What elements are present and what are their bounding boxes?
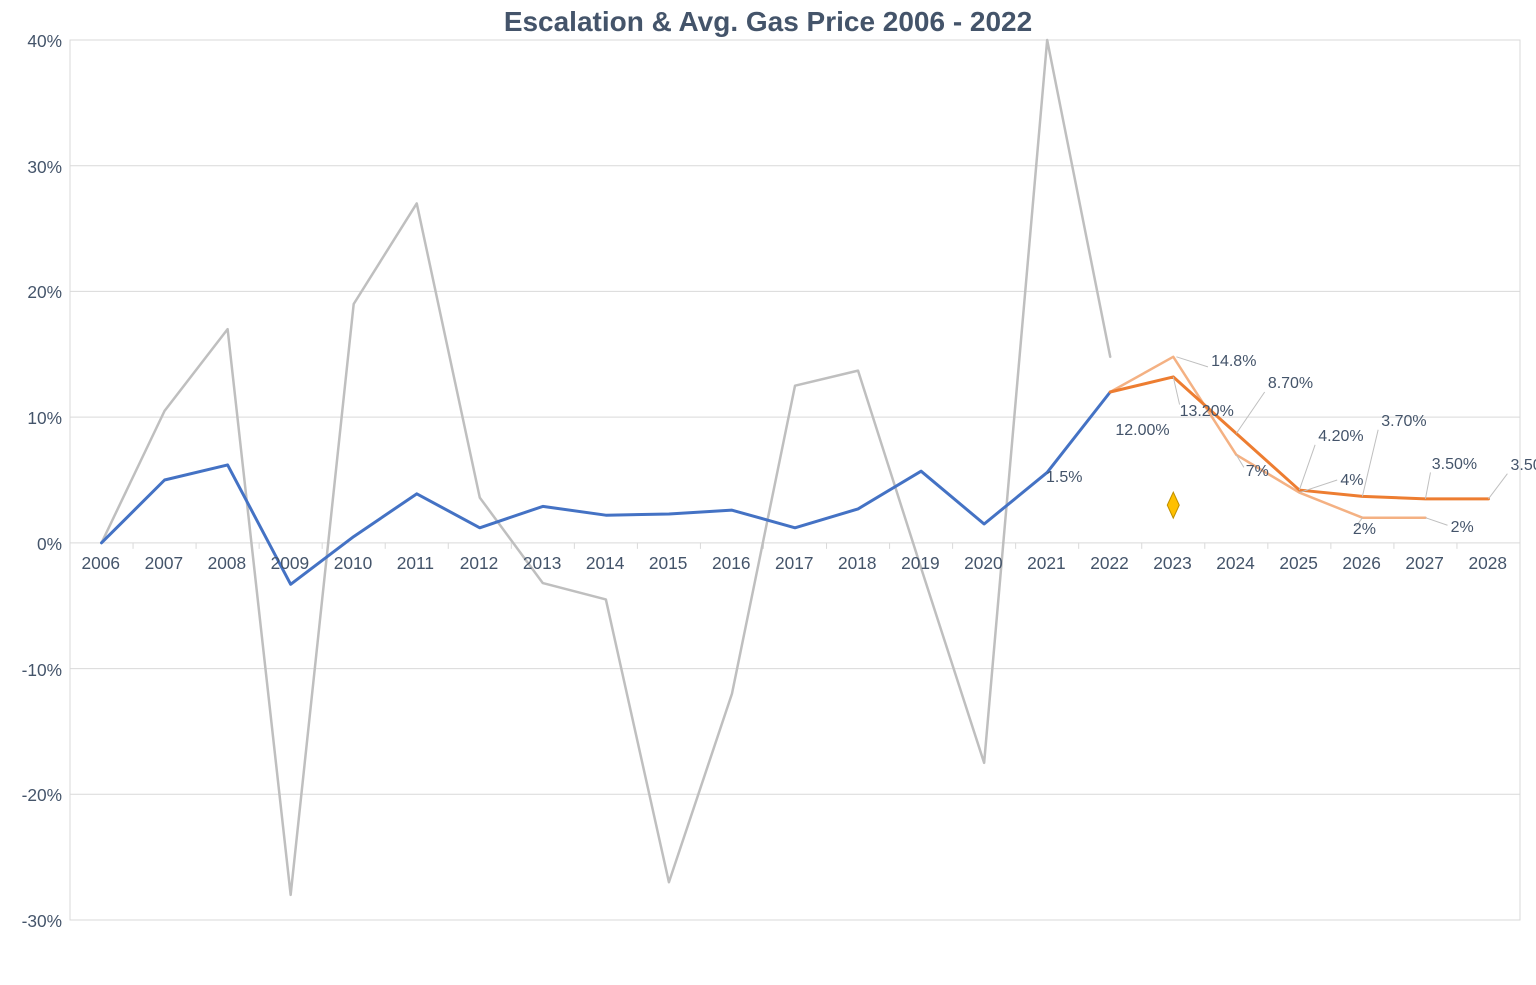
- data-label: 13.20%: [1180, 403, 1234, 421]
- data-label: 3.70%: [1381, 413, 1426, 431]
- leader-line: [1488, 474, 1507, 499]
- x-axis-label: 2013: [523, 553, 562, 574]
- data-label: 7%: [1246, 463, 1269, 481]
- data-label: 2%: [1353, 521, 1376, 539]
- x-axis-label: 2009: [271, 553, 310, 574]
- leader-line: [1425, 518, 1447, 526]
- x-axis-label: 2010: [334, 553, 373, 574]
- x-axis-label: 2016: [712, 553, 751, 574]
- y-axis-label: 40%: [27, 31, 62, 52]
- chart-title: Escalation & Avg. Gas Price 2006 - 2022: [0, 6, 1536, 38]
- y-axis-label: -30%: [22, 911, 62, 932]
- y-axis-label: 10%: [27, 408, 62, 429]
- x-axis-label: 2012: [460, 553, 499, 574]
- x-axis-label: 2022: [1090, 553, 1129, 574]
- x-axis-label: 2014: [586, 553, 625, 574]
- x-axis-label: 2026: [1342, 553, 1381, 574]
- x-axis-label: 2007: [145, 553, 184, 574]
- x-axis-label: 2021: [1027, 553, 1066, 574]
- data-label: 3.50%: [1511, 457, 1536, 475]
- data-label: 1.5%: [1046, 469, 1082, 487]
- y-axis-label: 0%: [37, 534, 62, 555]
- marker-diamond-icon: [1167, 492, 1179, 518]
- x-axis-label: 2023: [1153, 553, 1192, 574]
- data-label: 8.70%: [1268, 375, 1313, 393]
- x-axis-label: 2024: [1216, 553, 1255, 574]
- leader-line: [1362, 430, 1378, 497]
- leader-line: [1299, 445, 1315, 490]
- leader-line: [1425, 472, 1430, 498]
- x-axis-label: 2008: [208, 553, 247, 574]
- x-axis-label: 2019: [901, 553, 940, 574]
- x-axis-label: 2015: [649, 553, 688, 574]
- data-label: 12.00%: [1115, 422, 1169, 440]
- y-axis-label: -20%: [22, 785, 62, 806]
- data-label: 2%: [1451, 519, 1474, 537]
- x-axis-label: 2006: [82, 553, 121, 574]
- x-axis-label: 2018: [838, 553, 877, 574]
- y-axis-label: 30%: [27, 157, 62, 178]
- x-axis-label: 2011: [397, 553, 434, 574]
- y-axis-label: 20%: [27, 282, 62, 303]
- y-axis-label: -10%: [22, 660, 62, 681]
- x-axis-label: 2025: [1279, 553, 1318, 574]
- leader-line: [1236, 392, 1264, 433]
- data-label: 4%: [1340, 472, 1363, 490]
- chart-svg: [0, 0, 1536, 985]
- x-axis-label: 2017: [775, 553, 814, 574]
- x-axis-label: 2020: [964, 553, 1003, 574]
- leader-line: [1176, 357, 1208, 367]
- data-label: 4.20%: [1318, 428, 1363, 446]
- chart-root: Escalation & Avg. Gas Price 2006 - 2022 …: [0, 0, 1536, 985]
- series-gas-price-gray: [102, 40, 1111, 895]
- data-label: 14.8%: [1211, 353, 1256, 371]
- x-axis-label: 2028: [1468, 553, 1507, 574]
- x-axis-label: 2027: [1405, 553, 1444, 574]
- data-label: 3.50%: [1432, 456, 1477, 474]
